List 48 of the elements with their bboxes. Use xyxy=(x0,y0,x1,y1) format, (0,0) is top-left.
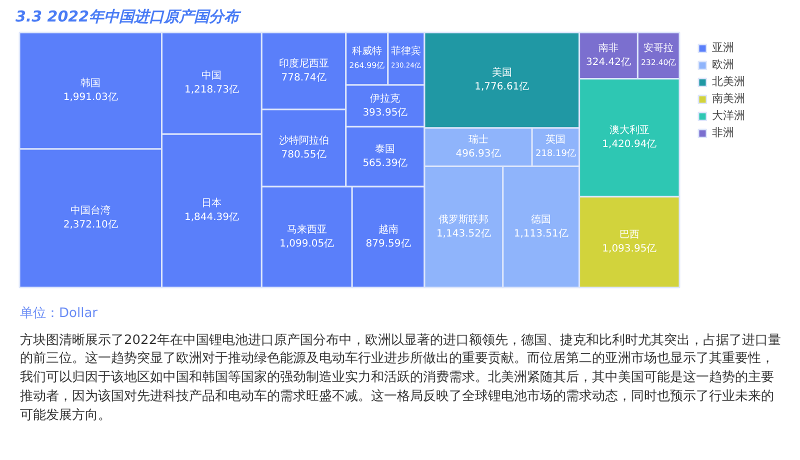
data-label: 1,093.95亿 xyxy=(602,244,657,255)
legend-label: 亚洲 xyxy=(712,40,734,55)
category-label: 菲律宾 xyxy=(391,45,422,58)
data-label: 324.42亿 xyxy=(586,57,632,68)
legend-label: 欧洲 xyxy=(712,57,734,72)
data-label: 1,218.73亿 xyxy=(184,84,239,96)
data-label: 778.74亿 xyxy=(281,72,326,84)
category-label: 美国 xyxy=(492,66,512,79)
data-label: 780.55亿 xyxy=(281,149,326,160)
data-label: 1,113.51亿 xyxy=(514,228,568,240)
category-label: 伊拉克 xyxy=(370,92,400,104)
data-label: 218.19亿 xyxy=(535,148,576,160)
legend-label: 北美洲 xyxy=(712,74,745,89)
category-label: 德国 xyxy=(531,214,552,226)
legend-label: 南美洲 xyxy=(712,91,745,106)
category-label: 日本 xyxy=(202,197,222,210)
legend-label: 非洲 xyxy=(712,125,734,140)
category-label: 韩国 xyxy=(80,77,101,90)
data-label: 565.39亿 xyxy=(362,158,408,170)
category-label: 俄罗斯联邦 xyxy=(438,213,489,226)
category-label: 印度尼西亚 xyxy=(278,57,329,70)
text: 单位：Dollar xyxy=(20,305,98,323)
category-label: 马来西亚 xyxy=(286,223,327,236)
data-label: 1,844.39亿 xyxy=(184,212,239,224)
category-label: 中国 xyxy=(202,70,222,82)
data-label: 1,420.94亿 xyxy=(602,139,657,150)
category-label: 中国台湾 xyxy=(70,204,111,217)
data-label: 879.59亿 xyxy=(366,238,411,250)
category-label: 英国 xyxy=(546,134,566,146)
data-label: 2,372.10亿 xyxy=(63,220,118,231)
data-label: 1,991.03亿 xyxy=(63,92,118,104)
data-label: 1,776.61亿 xyxy=(474,82,530,93)
data-label: 1,143.52亿 xyxy=(436,228,491,240)
text: 方块图清晰展示了2022年在中国锂电池进口原产国分布中，欧洲以显著的进口额领先，德国、捷克和比利时尤其突出，占据了进口量的前三位。这一趋势突显了欧洲对于推动绿色能源及电动车行业进步所做出的重要贡献。而位居第二的亚洲市场也显示了其重要性，我们可以归因于该地区如中国和韩国等国家的强劲制造业实力和活跃的消费需求。北美洲紧随其后，其中美国可能是这一趋势的主要推动者，因为该国对先进科技产品和电动车的需求旺盛不减。这一格局反映了全球锂电池市场的需求动态，同时也预示了行业未来的可能发展方向。 xyxy=(20,332,782,425)
data-label: 496.93亿 xyxy=(456,148,501,160)
data-label: 1,099.05亿 xyxy=(280,238,334,250)
category-label: 巴西 xyxy=(619,230,640,241)
category-label: 泰国 xyxy=(375,144,396,156)
category-label: 瑞士 xyxy=(468,134,488,146)
legend-label: 大洋洲 xyxy=(712,108,745,123)
category-label: 沙特阿拉伯 xyxy=(278,134,329,146)
category-label: 越南 xyxy=(378,223,398,236)
category-label: 安哥拉 xyxy=(644,42,674,54)
category-label: 澳大利亚 xyxy=(609,124,650,136)
category-label: 科威特 xyxy=(352,45,382,58)
category-label: 南非 xyxy=(598,42,619,54)
data-label: 393.95亿 xyxy=(362,107,408,118)
text: 3.3 2022年中国进口原产国分布 xyxy=(16,8,242,26)
